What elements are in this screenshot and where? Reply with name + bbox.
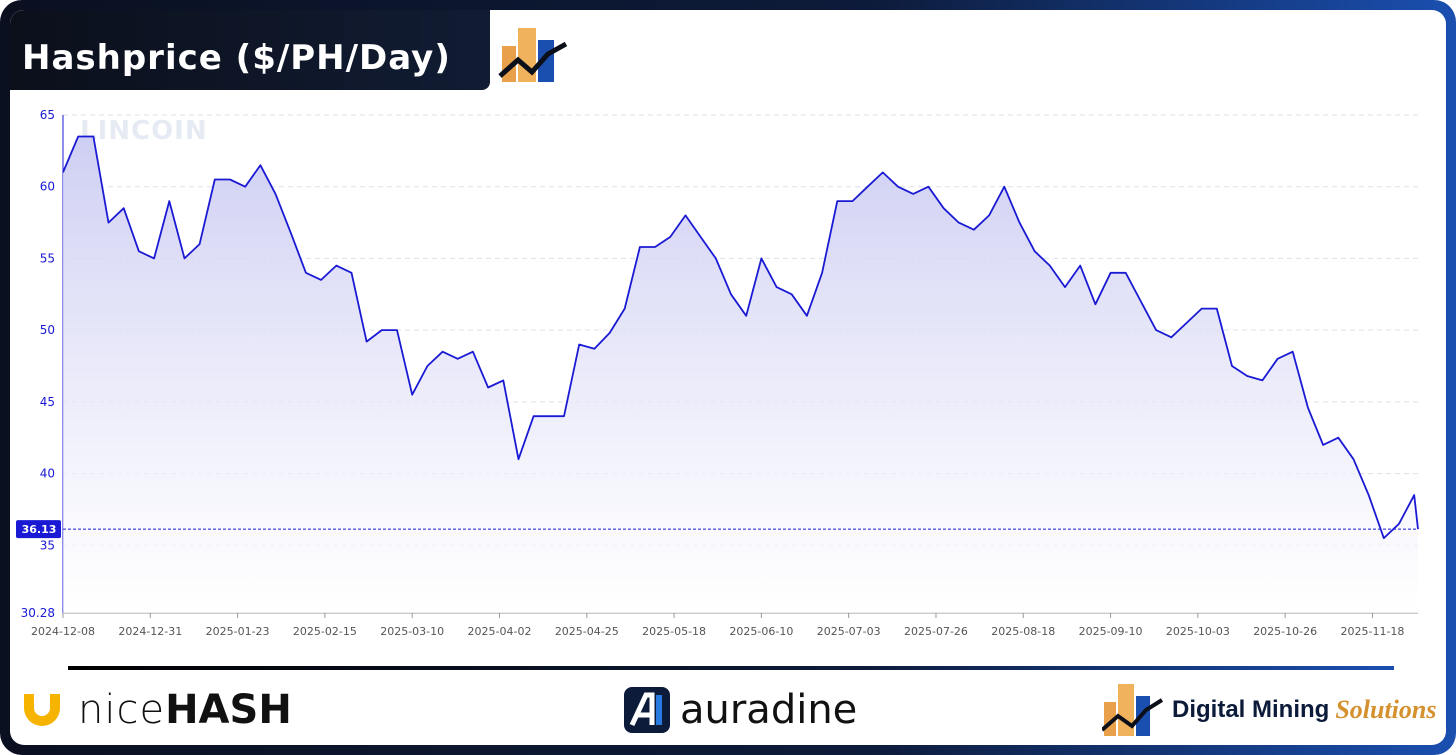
x-tick-label: 2025-08-18 xyxy=(991,625,1055,638)
x-tick-label: 2025-05-18 xyxy=(642,625,706,638)
x-tick-label: 2025-04-25 xyxy=(555,625,619,638)
x-tick-label: 2025-02-15 xyxy=(293,625,357,638)
x-tick-label: 2025-06-10 xyxy=(729,625,793,638)
x-tick-label: 2024-12-08 xyxy=(31,625,95,638)
x-tick-label: 2024-12-31 xyxy=(118,625,182,638)
x-tick-label: 2025-07-03 xyxy=(817,625,881,638)
x-tick-label: 2025-10-03 xyxy=(1166,625,1230,638)
logo-text: HASH xyxy=(165,687,292,733)
watermark: LINCOIN xyxy=(80,116,208,146)
logo-text: Solutions xyxy=(1335,695,1437,724)
x-tick-label: 2025-10-26 xyxy=(1253,625,1317,638)
chart-title: Hashprice ($/PH/Day) xyxy=(22,38,451,78)
y-tick-label: 55 xyxy=(40,251,55,265)
y-tick-label: 35 xyxy=(40,538,55,552)
x-tick-label: 2025-04-02 xyxy=(468,625,532,638)
area xyxy=(63,136,1418,613)
logo-text: nice xyxy=(78,687,166,733)
title-logo xyxy=(498,28,568,82)
auradine-logo: auradine xyxy=(622,682,857,738)
y-tick-label: 45 xyxy=(40,395,55,409)
y-tick-label: 50 xyxy=(40,323,55,337)
plot: LINCOIN 30.28 35 40 45 50 55 60 65 2024-12-08 2024… xyxy=(16,108,1419,638)
x-tick-label: 2025-09-10 xyxy=(1079,625,1143,638)
line xyxy=(62,135,1419,539)
current-value-label: 36.13 xyxy=(22,523,57,536)
dms-icon xyxy=(1102,684,1164,736)
logo-text: auradine xyxy=(680,687,858,733)
panel: LINCOIN 30.28 35 40 45 50 55 60 65 2024-12-08 2024… xyxy=(10,10,1446,745)
footer-rule xyxy=(68,666,1394,670)
nicehash-logo: nice HASH xyxy=(20,682,292,738)
x-tick-label: 2025-03-10 xyxy=(380,625,444,638)
x-tick-label: 2025-07-26 xyxy=(904,625,968,638)
x-tick-label: 2025-11-18 xyxy=(1340,625,1404,638)
y-tick-label: 60 xyxy=(40,180,55,194)
y-tick-label: 40 xyxy=(40,467,55,481)
x-tick-label: 2025-01-23 xyxy=(206,625,270,638)
y-tick-label: 30.28 xyxy=(21,606,55,620)
title-background xyxy=(10,10,490,90)
logo-text: Digital Mining xyxy=(1172,696,1330,723)
current-value-badge xyxy=(16,520,61,539)
auradine-icon xyxy=(624,687,670,733)
nicehash-icon xyxy=(24,694,60,726)
y-tick-label: 65 xyxy=(40,108,55,122)
dms-logo: Digital Mining Solutions xyxy=(1102,682,1436,738)
title-bar: Hashprice ($/PH/Day) xyxy=(10,10,610,100)
chart: LINCOIN 30.28 35 40 45 50 55 60 65 2024-12-08 2024… xyxy=(16,108,1419,638)
